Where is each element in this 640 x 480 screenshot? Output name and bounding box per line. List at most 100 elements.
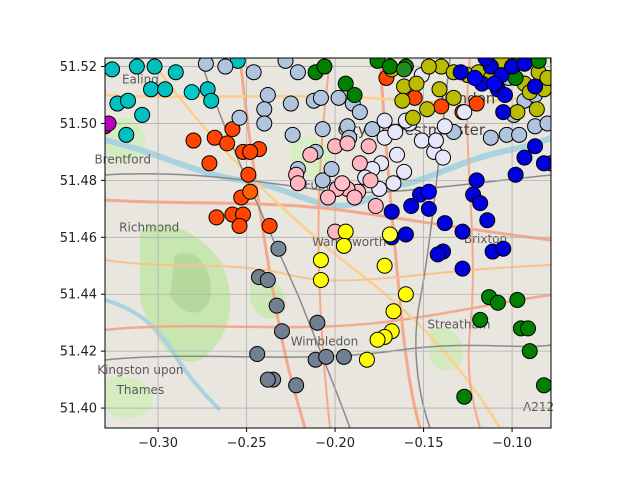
- map-label: Brixton: [464, 232, 507, 246]
- data-point: [128, 58, 145, 75]
- data-point: [219, 135, 236, 152]
- data-point: [335, 348, 352, 365]
- data-point: [323, 161, 340, 177]
- data-point: [312, 89, 329, 106]
- data-point: [452, 64, 469, 81]
- data-point: [394, 92, 411, 109]
- data-point: [436, 215, 453, 232]
- data-point: [282, 95, 299, 112]
- data-point: [535, 155, 551, 172]
- data-point: [550, 58, 551, 65]
- data-point: [314, 172, 331, 189]
- data-point: [261, 217, 278, 234]
- data-point: [369, 331, 386, 348]
- data-point: [509, 291, 526, 308]
- x-tick-label: −0.20: [315, 436, 355, 451]
- data-point: [134, 106, 151, 123]
- data-point: [337, 75, 354, 92]
- data-point: [157, 81, 174, 98]
- data-point: [516, 58, 533, 72]
- data-point: [224, 121, 241, 138]
- data-point: [535, 377, 551, 394]
- y-tick-label: 51.44: [60, 288, 97, 303]
- data-point: [495, 104, 512, 121]
- data-point: [367, 198, 384, 214]
- map-label: A212: [523, 400, 554, 414]
- data-point: [454, 260, 471, 277]
- data-point: [346, 87, 363, 103]
- data-point: [489, 294, 506, 311]
- data-point: [346, 189, 363, 206]
- data-point: [231, 109, 248, 126]
- y-tick-label: 51.48: [60, 174, 97, 189]
- data-point: [208, 209, 225, 226]
- data-point: [217, 58, 234, 75]
- data-point: [419, 101, 436, 118]
- data-point: [472, 195, 489, 212]
- data-point: [203, 92, 220, 109]
- map-label: Kingston upon: [97, 363, 183, 377]
- data-point: [240, 166, 257, 183]
- data-point: [302, 146, 319, 163]
- data-point: [358, 351, 375, 368]
- data-point: [472, 311, 489, 328]
- map-label: Wimbledon: [291, 334, 359, 348]
- x-tick-label: −0.30: [138, 436, 178, 451]
- data-point: [256, 115, 273, 132]
- data-point: [309, 314, 326, 331]
- data-point: [249, 346, 266, 362]
- data-point: [105, 115, 117, 132]
- data-point: [351, 104, 368, 121]
- data-point: [259, 87, 276, 103]
- data-point: [413, 132, 430, 149]
- data-point: [231, 217, 248, 234]
- data-point: [403, 198, 420, 214]
- data-point: [528, 101, 545, 118]
- data-point: [429, 246, 446, 263]
- data-point: [288, 377, 305, 394]
- data-point: [530, 58, 547, 69]
- data-point: [316, 58, 333, 75]
- data-point: [312, 272, 329, 288]
- data-point: [466, 69, 483, 86]
- data-point: [539, 69, 551, 86]
- data-point: [335, 237, 352, 254]
- data-point: [197, 58, 214, 72]
- y-tick-label: 51.46: [60, 231, 97, 246]
- data-point: [445, 89, 462, 106]
- data-point: [318, 348, 335, 365]
- data-point: [482, 129, 499, 146]
- data-point: [396, 163, 413, 180]
- data-point: [143, 81, 160, 98]
- data-point: [337, 223, 354, 240]
- data-point: [376, 257, 393, 274]
- data-point: [381, 58, 398, 75]
- data-point: [385, 175, 402, 192]
- data-point: [427, 132, 444, 149]
- data-point: [468, 95, 485, 112]
- data-point: [509, 104, 526, 121]
- data-point: [289, 175, 306, 192]
- data-point: [396, 61, 413, 78]
- data-point: [362, 172, 379, 189]
- data-point: [270, 240, 287, 257]
- data-point: [312, 252, 329, 269]
- data-point: [284, 126, 301, 143]
- y-tick-label: 51.50: [60, 117, 97, 132]
- data-point: [479, 212, 496, 229]
- data-point: [339, 135, 356, 152]
- data-point: [527, 78, 544, 95]
- y-tick-label: 51.42: [60, 345, 97, 360]
- data-point: [454, 223, 471, 240]
- data-point: [486, 75, 503, 92]
- data-point: [387, 124, 404, 140]
- data-point: [436, 118, 453, 135]
- data-point: [183, 84, 200, 101]
- x-axis: −0.30 −0.25 −0.20 −0.15 −0.10: [138, 428, 532, 451]
- data-point: [521, 343, 538, 360]
- map-label: Brentford: [94, 152, 151, 166]
- data-point: [320, 189, 336, 206]
- data-point: [385, 303, 402, 320]
- data-point: [242, 183, 259, 200]
